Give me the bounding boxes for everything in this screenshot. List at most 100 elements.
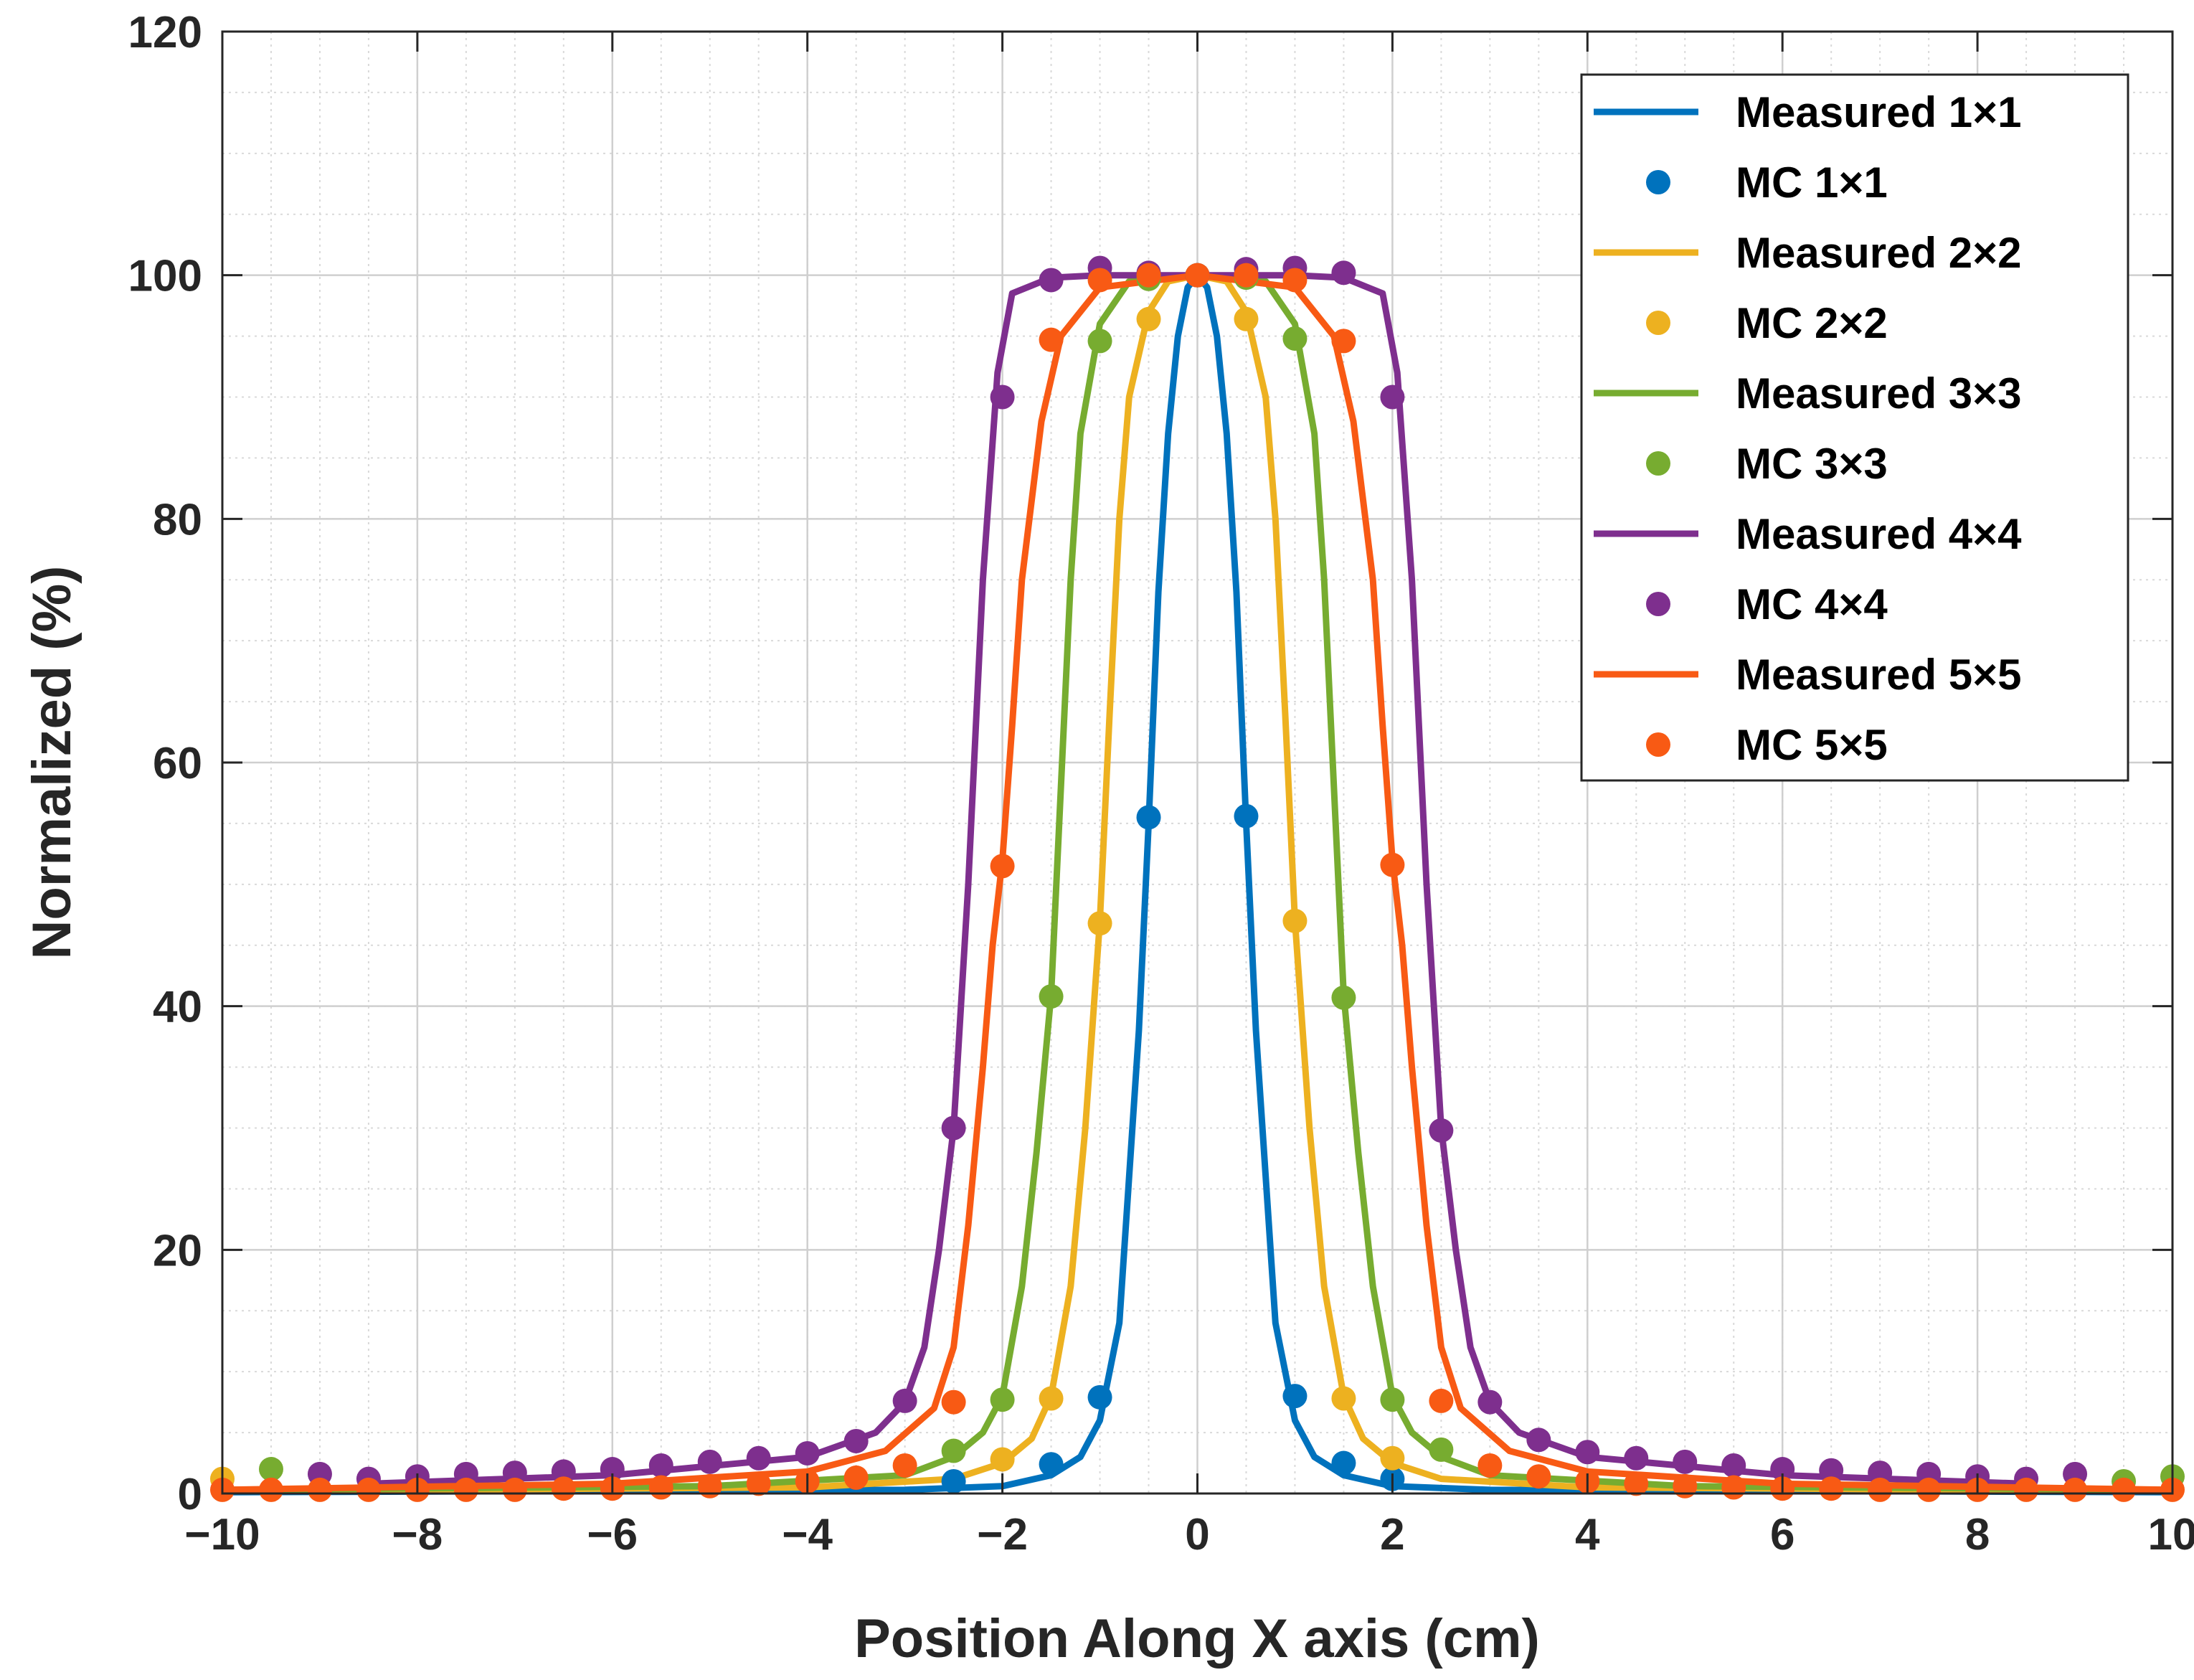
marker-mc-3x3: [1331, 985, 1356, 1010]
marker-mc-4x4: [697, 1449, 722, 1474]
marker-mc-3x3: [1087, 329, 1112, 354]
marker-mc-5x5: [356, 1477, 381, 1502]
marker-mc-5x5: [1136, 263, 1161, 288]
legend-label: Measured 1×1: [1736, 88, 2022, 136]
marker-mc-3x3: [1380, 1387, 1405, 1412]
x-tick-label: 0: [1185, 1510, 1209, 1559]
marker-mc-4x4: [1868, 1460, 1893, 1486]
legend-label: MC 3×3: [1736, 440, 1888, 488]
marker-mc-5x5: [1721, 1475, 1746, 1500]
series-markers: [210, 255, 2185, 1502]
marker-mc-3x3: [1282, 326, 1308, 351]
marker-mc-3x3: [258, 1457, 283, 1482]
marker-mc-1x1: [1039, 1452, 1064, 1477]
x-axis-title: Position Along X axis (cm): [854, 1608, 1540, 1669]
marker-mc-5x5: [1819, 1476, 1844, 1501]
marker-mc-5x5: [1234, 263, 1259, 288]
marker-mc-4x4: [502, 1460, 527, 1486]
marker-mc-5x5: [1087, 268, 1112, 293]
marker-mc-4x4: [746, 1445, 771, 1471]
marker-mc-2x2: [1136, 306, 1161, 331]
marker-mc-5x5: [502, 1477, 527, 1502]
x-tick-label: −4: [782, 1510, 833, 1559]
marker-mc-5x5: [307, 1477, 332, 1502]
marker-mc-5x5: [258, 1477, 283, 1502]
marker-mc-1x1: [1282, 1384, 1308, 1409]
x-tick-label: 10: [2148, 1510, 2194, 1559]
marker-mc-2x2: [1039, 1386, 1064, 1411]
marker-mc-4x4: [1477, 1389, 1503, 1415]
marker-mc-2x2: [1380, 1445, 1405, 1471]
y-tick-label: 120: [128, 8, 202, 57]
marker-mc-2x2: [1331, 1386, 1356, 1411]
marker-mc-5x5: [1526, 1464, 1551, 1489]
marker-mc-4x4: [551, 1459, 576, 1484]
marker-mc-3x3: [1429, 1437, 1454, 1462]
y-tick-label: 60: [153, 739, 202, 788]
marker-mc-4x4: [1429, 1118, 1454, 1143]
marker-mc-4x4: [795, 1440, 820, 1466]
marker-mc-4x4: [1526, 1427, 1551, 1453]
marker-mc-5x5: [1282, 268, 1308, 293]
y-tick-label: 80: [153, 495, 202, 544]
marker-mc-5x5: [2112, 1477, 2137, 1502]
axis-ticks: [221, 30, 2174, 1495]
marker-mc-5x5: [1380, 852, 1405, 877]
marker-mc-4x4: [1721, 1453, 1746, 1478]
legend: Measured 1×1 MC 1×1 Measured 2×2 MC 2×2 Meas…: [1580, 73, 2129, 782]
legend-box: [1580, 73, 2129, 782]
marker-mc-5x5: [843, 1465, 869, 1490]
marker-mc-4x4: [1039, 268, 1064, 293]
x-tick-labels: −10 −8 −6 −4 −2 0 2 4 6 8 10: [184, 1510, 2194, 1559]
legend-label: MC 4×4: [1736, 580, 1888, 628]
marker-mc-4x4: [1575, 1440, 1600, 1465]
x-tick-label: 4: [1575, 1510, 1600, 1559]
legend-marker-swatch: [1646, 170, 1670, 194]
marker-mc-4x4: [1331, 260, 1356, 285]
legend-label: Measured 2×2: [1736, 229, 2022, 277]
marker-mc-5x5: [453, 1477, 478, 1502]
x-tick-label: −6: [587, 1510, 638, 1559]
marker-mc-5x5: [648, 1475, 673, 1500]
legend-marker-swatch: [1646, 732, 1670, 757]
marker-mc-5x5: [551, 1476, 576, 1501]
marker-mc-5x5: [1868, 1477, 1893, 1502]
legend-label: Measured 3×3: [1736, 369, 2022, 417]
legend-marker-swatch: [1646, 311, 1670, 335]
marker-mc-4x4: [990, 384, 1015, 410]
legend-label: Measured 5×5: [1736, 651, 2022, 699]
marker-mc-4x4: [892, 1388, 917, 1413]
marker-mc-5x5: [1429, 1388, 1454, 1413]
marker-mc-5x5: [1916, 1477, 1942, 1502]
marker-mc-5x5: [697, 1473, 722, 1499]
marker-mc-5x5: [941, 1389, 966, 1415]
marker-mc-5x5: [1624, 1471, 1649, 1496]
marker-mc-4x4: [600, 1457, 625, 1482]
marker-mc-2x2: [1087, 911, 1112, 936]
marker-mc-5x5: [1185, 263, 1210, 288]
y-tick-label: 20: [153, 1226, 202, 1275]
marker-mc-4x4: [1770, 1457, 1795, 1482]
marker-mc-5x5: [1331, 329, 1356, 354]
y-tick-labels: 0 20 40 60 80 100 120: [128, 8, 202, 1519]
marker-mc-1x1: [941, 1469, 966, 1494]
marker-mc-4x4: [1673, 1449, 1698, 1474]
x-tick-label: −2: [977, 1510, 1028, 1559]
marker-mc-1x1: [1331, 1450, 1356, 1476]
x-tick-label: −10: [184, 1510, 260, 1559]
x-tick-label: 2: [1380, 1510, 1404, 1559]
marker-mc-4x4: [1380, 384, 1405, 410]
marker-mc-5x5: [2063, 1477, 2088, 1502]
x-tick-label: 8: [1965, 1510, 1990, 1559]
legend-label: MC 5×5: [1736, 721, 1888, 769]
marker-mc-2x2: [1282, 908, 1308, 933]
legend-marker-swatch: [1646, 451, 1670, 476]
marker-mc-2x2: [990, 1447, 1015, 1472]
marker-mc-5x5: [1673, 1473, 1698, 1499]
marker-mc-3x3: [1039, 984, 1064, 1009]
marker-mc-1x1: [1136, 805, 1161, 830]
marker-mc-4x4: [941, 1115, 966, 1141]
y-axis-title: Normalized (%): [22, 566, 82, 960]
marker-mc-4x4: [843, 1428, 869, 1453]
marker-mc-5x5: [1039, 327, 1064, 352]
